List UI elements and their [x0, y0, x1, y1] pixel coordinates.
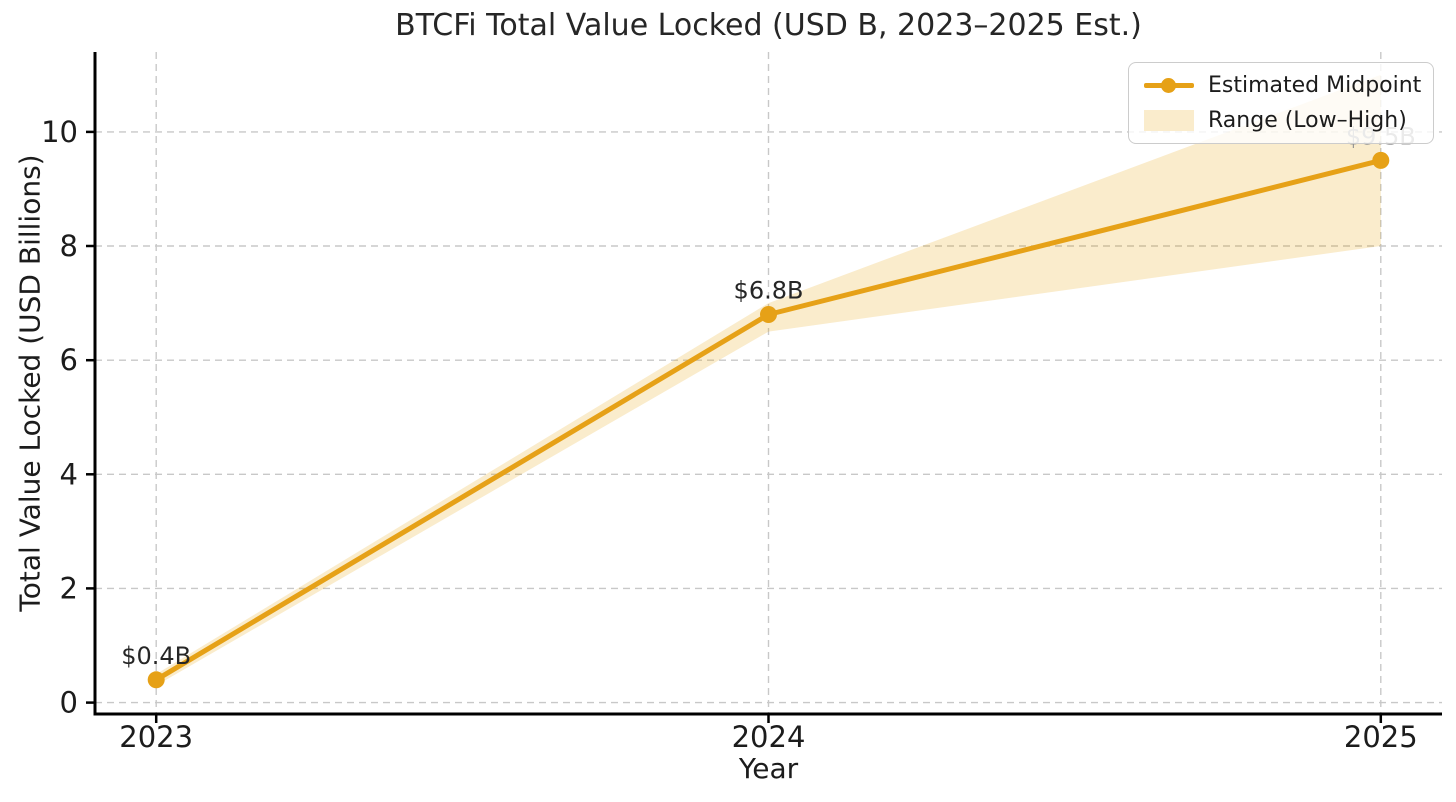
legend-item-label: Range (Low–High): [1208, 108, 1407, 133]
y-tick-label: 2: [60, 571, 78, 605]
data-point-label: $0.4B: [121, 642, 191, 670]
y-tick-label: 10: [41, 115, 78, 149]
legend-item-range: Range (Low–High): [1144, 105, 1418, 136]
range-band: [156, 74, 1381, 686]
legend-line-swatch: [1144, 78, 1194, 93]
legend-item-midpoint: Estimated Midpoint: [1144, 70, 1422, 101]
y-tick-label: 6: [60, 343, 78, 377]
legend-patch-swatch: [1144, 110, 1194, 131]
x-tick-label: 2025: [1344, 720, 1418, 754]
y-axis-title: Total Value Locked (USD Billions): [13, 154, 47, 612]
data-point-label: $6.8B: [734, 277, 804, 305]
legend-item-label: Estimated Midpoint: [1208, 73, 1422, 98]
y-tick-label: 0: [60, 686, 78, 720]
data-point-marker: [760, 306, 777, 323]
x-axis-title: Year: [738, 752, 799, 785]
legend-marker-dot-icon: [1161, 78, 1176, 93]
y-tick-label: 4: [60, 457, 78, 491]
y-tick-label: 8: [60, 229, 78, 263]
x-tick-label: 2024: [732, 720, 806, 754]
x-tick-label: 2023: [119, 720, 193, 754]
data-point-marker: [147, 671, 165, 689]
data-point-marker: [1372, 151, 1390, 169]
legend: Estimated Midpoint Range (Low–High): [1128, 62, 1434, 144]
chart-title: BTCFi Total Value Locked (USD B, 2023–20…: [395, 8, 1142, 43]
